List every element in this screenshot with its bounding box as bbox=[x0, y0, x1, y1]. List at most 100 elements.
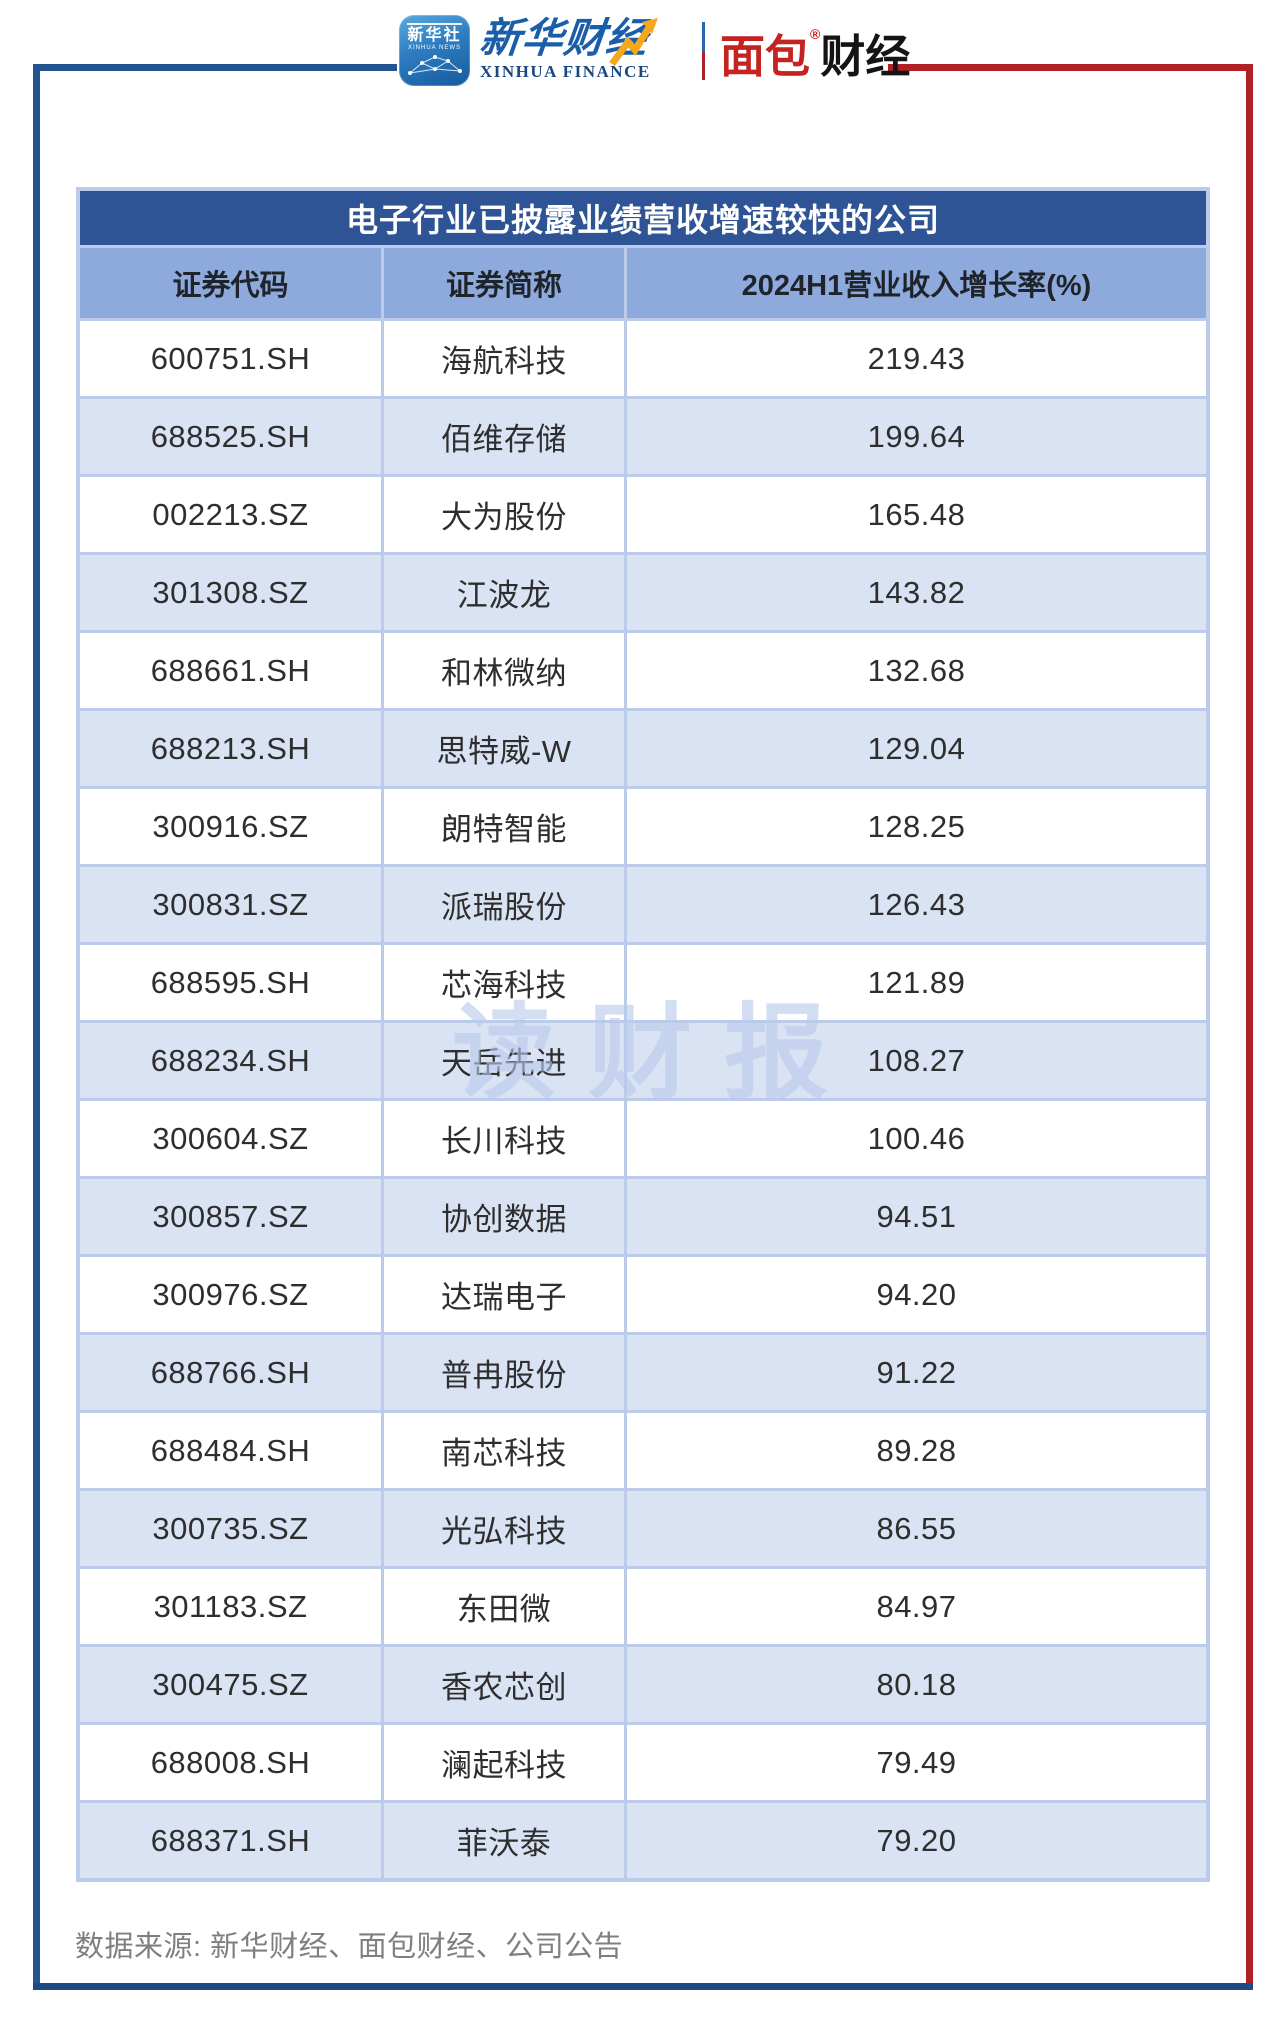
mianbao-finance-logo: 面包 ® 财经 bbox=[720, 24, 910, 82]
table-row: 688595.SH 芯海科技 121.89 bbox=[80, 945, 1206, 1020]
xinhua-finance-en-wordmark: XINHUA FINANCE bbox=[480, 62, 651, 81]
right-rule bbox=[1246, 64, 1253, 1990]
cell-growth-rate: 108.27 bbox=[627, 1023, 1206, 1098]
cell-growth-rate: 79.20 bbox=[627, 1803, 1206, 1878]
table-row: 688213.SH 思特威-W 129.04 bbox=[80, 711, 1206, 786]
table-row: 300831.SZ 派瑞股份 126.43 bbox=[80, 867, 1206, 942]
table-row: 002213.SZ 大为股份 165.48 bbox=[80, 477, 1206, 552]
cell-stock-code: 300857.SZ bbox=[80, 1179, 381, 1254]
top-left-rule bbox=[33, 64, 397, 71]
cell-growth-rate: 126.43 bbox=[627, 867, 1206, 942]
column-header-growth: 2024H1营业收入增长率(%) bbox=[627, 248, 1206, 318]
column-header-code: 证券代码 bbox=[80, 248, 381, 318]
cell-growth-rate: 199.64 bbox=[627, 399, 1206, 474]
table-row: 300475.SZ 香农芯创 80.18 bbox=[80, 1647, 1206, 1722]
table-header-row: 证券代码 证券简称 2024H1营业收入增长率(%) bbox=[80, 248, 1206, 318]
table-row: 688766.SH 普冉股份 91.22 bbox=[80, 1335, 1206, 1410]
cell-stock-name: 达瑞电子 bbox=[384, 1257, 624, 1332]
cell-growth-rate: 128.25 bbox=[627, 789, 1206, 864]
table-row: 600751.SH 海航科技 219.43 bbox=[80, 321, 1206, 396]
cell-stock-name: 协创数据 bbox=[384, 1179, 624, 1254]
cell-stock-code: 600751.SH bbox=[80, 321, 381, 396]
cell-stock-name: 光弘科技 bbox=[384, 1491, 624, 1566]
table-row: 301183.SZ 东田微 84.97 bbox=[80, 1569, 1206, 1644]
cell-stock-code: 688484.SH bbox=[80, 1413, 381, 1488]
top-right-rule bbox=[888, 64, 1253, 71]
cell-stock-code: 301308.SZ bbox=[80, 555, 381, 630]
masthead: 新华社 XINHUA NEWS 新华财经 XI bbox=[0, 0, 1286, 100]
cell-stock-name: 海航科技 bbox=[384, 321, 624, 396]
cell-stock-name: 佰维存储 bbox=[384, 399, 624, 474]
table-row: 688371.SH 菲沃泰 79.20 bbox=[80, 1803, 1206, 1878]
cell-growth-rate: 86.55 bbox=[627, 1491, 1206, 1566]
cell-growth-rate: 132.68 bbox=[627, 633, 1206, 708]
left-rule bbox=[33, 64, 40, 1990]
data-source-note: 数据来源: 新华财经、面包财经、公司公告 bbox=[75, 1931, 624, 1963]
cell-stock-code: 002213.SZ bbox=[80, 477, 381, 552]
table-row: 688008.SH 澜起科技 79.49 bbox=[80, 1725, 1206, 1800]
table-row: 300857.SZ 协创数据 94.51 bbox=[80, 1179, 1206, 1254]
cell-stock-name: 朗特智能 bbox=[384, 789, 624, 864]
lightning-arrow-icon bbox=[609, 18, 658, 67]
table-row: 300735.SZ 光弘科技 86.55 bbox=[80, 1491, 1206, 1566]
cell-growth-rate: 91.22 bbox=[627, 1335, 1206, 1410]
xinhua-news-app-icon: 新华社 XINHUA NEWS bbox=[399, 15, 470, 86]
cell-growth-rate: 79.49 bbox=[627, 1725, 1206, 1800]
table-row: 301308.SZ 江波龙 143.82 bbox=[80, 555, 1206, 630]
cell-growth-rate: 100.46 bbox=[627, 1101, 1206, 1176]
cell-stock-name: 江波龙 bbox=[384, 555, 624, 630]
cell-stock-name: 南芯科技 bbox=[384, 1413, 624, 1488]
cell-growth-rate: 219.43 bbox=[627, 321, 1206, 396]
cell-stock-code: 300831.SZ bbox=[80, 867, 381, 942]
table-title: 电子行业已披露业绩营收增速较快的公司 bbox=[80, 191, 1206, 245]
mianbao-black-wordmark: 财经 bbox=[820, 30, 911, 82]
cell-stock-code: 688766.SH bbox=[80, 1335, 381, 1410]
cell-stock-name: 大为股份 bbox=[384, 477, 624, 552]
table-row: 688484.SH 南芯科技 89.28 bbox=[80, 1413, 1206, 1488]
cell-stock-code: 300735.SZ bbox=[80, 1491, 381, 1566]
network-pattern-icon bbox=[407, 55, 462, 75]
cell-stock-name: 派瑞股份 bbox=[384, 867, 624, 942]
xinhua-news-cn-label: 新华社 bbox=[407, 23, 462, 44]
data-table-card: 电子行业已披露业绩营收增速较快的公司 证券代码 证券简称 2024H1营业收入增… bbox=[76, 187, 1210, 1882]
cell-stock-code: 300475.SZ bbox=[80, 1647, 381, 1722]
cell-growth-rate: 143.82 bbox=[627, 555, 1206, 630]
cell-stock-name: 香农芯创 bbox=[384, 1647, 624, 1722]
xinhua-finance-cn-wordmark: 新华财经 bbox=[477, 15, 651, 61]
table-body: 600751.SH 海航科技 219.43 688525.SH 佰维存储 199.64 00… bbox=[80, 321, 1206, 1878]
cell-stock-code: 301183.SZ bbox=[80, 1569, 381, 1644]
cell-stock-code: 688661.SH bbox=[80, 633, 381, 708]
cell-growth-rate: 94.51 bbox=[627, 1179, 1206, 1254]
column-header-name: 证券简称 bbox=[384, 248, 624, 318]
cell-growth-rate: 121.89 bbox=[627, 945, 1206, 1020]
logo-divider bbox=[702, 22, 705, 80]
cell-growth-rate: 80.18 bbox=[627, 1647, 1206, 1722]
cell-growth-rate: 165.48 bbox=[627, 477, 1206, 552]
cell-stock-name: 思特威-W bbox=[384, 711, 624, 786]
cell-stock-code: 300976.SZ bbox=[80, 1257, 381, 1332]
cell-stock-name: 普冉股份 bbox=[384, 1335, 624, 1410]
cell-stock-name: 和林微纳 bbox=[384, 633, 624, 708]
cell-growth-rate: 84.97 bbox=[627, 1569, 1206, 1644]
cell-stock-code: 688371.SH bbox=[80, 1803, 381, 1878]
xinhua-finance-logo: 新华财经 XINHUA FINANCE bbox=[477, 15, 692, 88]
cell-growth-rate: 94.20 bbox=[627, 1257, 1206, 1332]
cell-growth-rate: 89.28 bbox=[627, 1413, 1206, 1488]
cell-growth-rate: 129.04 bbox=[627, 711, 1206, 786]
table-row: 688234.SH 天岳先进 108.27 bbox=[80, 1023, 1206, 1098]
table-row: 300976.SZ 达瑞电子 94.20 bbox=[80, 1257, 1206, 1332]
table-row: 300916.SZ 朗特智能 128.25 bbox=[80, 789, 1206, 864]
cell-stock-code: 688595.SH bbox=[80, 945, 381, 1020]
cell-stock-code: 300604.SZ bbox=[80, 1101, 381, 1176]
cell-stock-name: 澜起科技 bbox=[384, 1725, 624, 1800]
xinhua-news-en-label: XINHUA NEWS bbox=[407, 45, 461, 51]
cell-stock-name: 芯海科技 bbox=[384, 945, 624, 1020]
cell-stock-code: 688008.SH bbox=[80, 1725, 381, 1800]
bottom-rule bbox=[33, 1983, 1253, 1990]
cell-stock-name: 菲沃泰 bbox=[384, 1803, 624, 1878]
cell-stock-name: 天岳先进 bbox=[384, 1023, 624, 1098]
registered-trademark-icon: ® bbox=[810, 26, 821, 42]
table-row: 688661.SH 和林微纳 132.68 bbox=[80, 633, 1206, 708]
cell-stock-name: 长川科技 bbox=[384, 1101, 624, 1176]
